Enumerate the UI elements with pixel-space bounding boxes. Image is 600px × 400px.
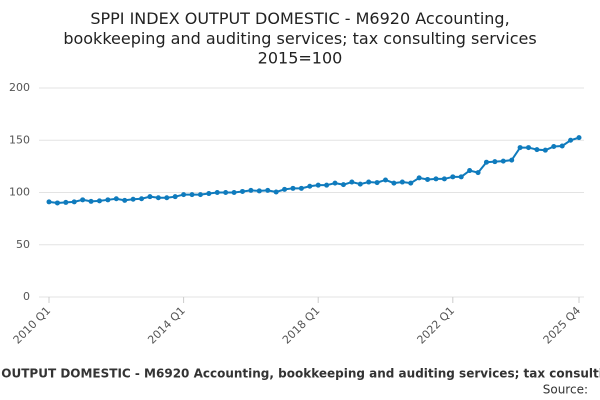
data-point — [71, 199, 77, 205]
data-point — [458, 174, 464, 180]
data-point — [340, 182, 346, 188]
data-point — [223, 190, 229, 195]
data-point — [96, 198, 102, 204]
data-point — [475, 170, 481, 176]
x-tick-label: 2014 Q1 — [145, 304, 188, 347]
data-point — [155, 195, 161, 201]
x-tick-label: 2025 Q4 — [541, 304, 584, 347]
chart-subtitle: 2015=100 — [258, 49, 343, 68]
data-point — [290, 185, 296, 191]
data-point — [63, 199, 69, 205]
data-point — [282, 186, 288, 192]
data-point — [122, 197, 128, 203]
data-point — [214, 190, 220, 195]
y-tick-label: 100 — [9, 186, 30, 199]
data-point — [576, 135, 582, 141]
y-tick-label: 200 — [9, 81, 30, 94]
data-point — [526, 145, 532, 151]
data-point — [534, 147, 540, 153]
data-point — [324, 182, 330, 188]
data-point — [416, 175, 422, 181]
data-point — [54, 200, 60, 206]
data-point — [517, 145, 523, 151]
data-point — [231, 190, 237, 195]
data-point — [568, 137, 574, 143]
data-point — [492, 159, 498, 165]
data-point — [366, 179, 372, 185]
data-point — [542, 147, 548, 153]
data-point — [500, 158, 506, 164]
data-point — [239, 188, 245, 194]
data-point — [450, 174, 456, 180]
data-point — [391, 180, 397, 186]
data-point — [483, 159, 489, 165]
source: Source: — [543, 383, 588, 397]
data-point — [88, 198, 94, 204]
data-point — [559, 143, 565, 149]
series-line — [48, 136, 580, 204]
data-point — [139, 196, 145, 202]
data-point — [256, 188, 262, 194]
data-point — [408, 180, 414, 186]
data-point — [80, 197, 86, 203]
data-point — [374, 180, 380, 186]
data-point — [399, 179, 405, 185]
data-point — [273, 189, 279, 195]
data-point — [383, 177, 389, 183]
data-point — [130, 196, 136, 202]
data-point — [551, 144, 557, 150]
data-point — [46, 199, 52, 205]
data-point — [181, 192, 187, 198]
data-point — [433, 176, 439, 182]
data-point — [265, 187, 271, 193]
chart-title: SPPI INDEX OUTPUT DOMESTIC - M6920 Accou… — [63, 9, 536, 48]
x-tick-label: 2010 Q1 — [11, 304, 54, 347]
data-point — [425, 176, 431, 182]
y-tick-label: 50 — [16, 238, 30, 251]
data-point — [467, 168, 473, 174]
data-point — [206, 191, 212, 197]
data-point — [509, 157, 515, 163]
data-point — [105, 197, 111, 203]
data-point — [197, 192, 203, 198]
data-point — [307, 183, 313, 189]
data-point — [164, 195, 170, 201]
y-tick-label: 0 — [23, 290, 30, 303]
data-point — [315, 182, 321, 188]
x-tick-label: 2022 Q1 — [415, 304, 458, 347]
data-point — [441, 176, 447, 182]
legend-label: SPPI INDEX OUTPUT DOMESTIC - M6920 Accou… — [0, 367, 600, 381]
y-tick-label: 150 — [9, 133, 30, 146]
x-tick-label: 2018 Q1 — [280, 304, 323, 347]
data-point — [189, 192, 195, 198]
data-point — [172, 194, 178, 200]
data-point — [248, 187, 254, 193]
data-point — [298, 185, 304, 191]
data-point — [147, 194, 153, 200]
data-point — [332, 180, 338, 186]
data-point — [113, 196, 119, 202]
data-point — [349, 179, 355, 185]
data-point — [357, 181, 363, 187]
